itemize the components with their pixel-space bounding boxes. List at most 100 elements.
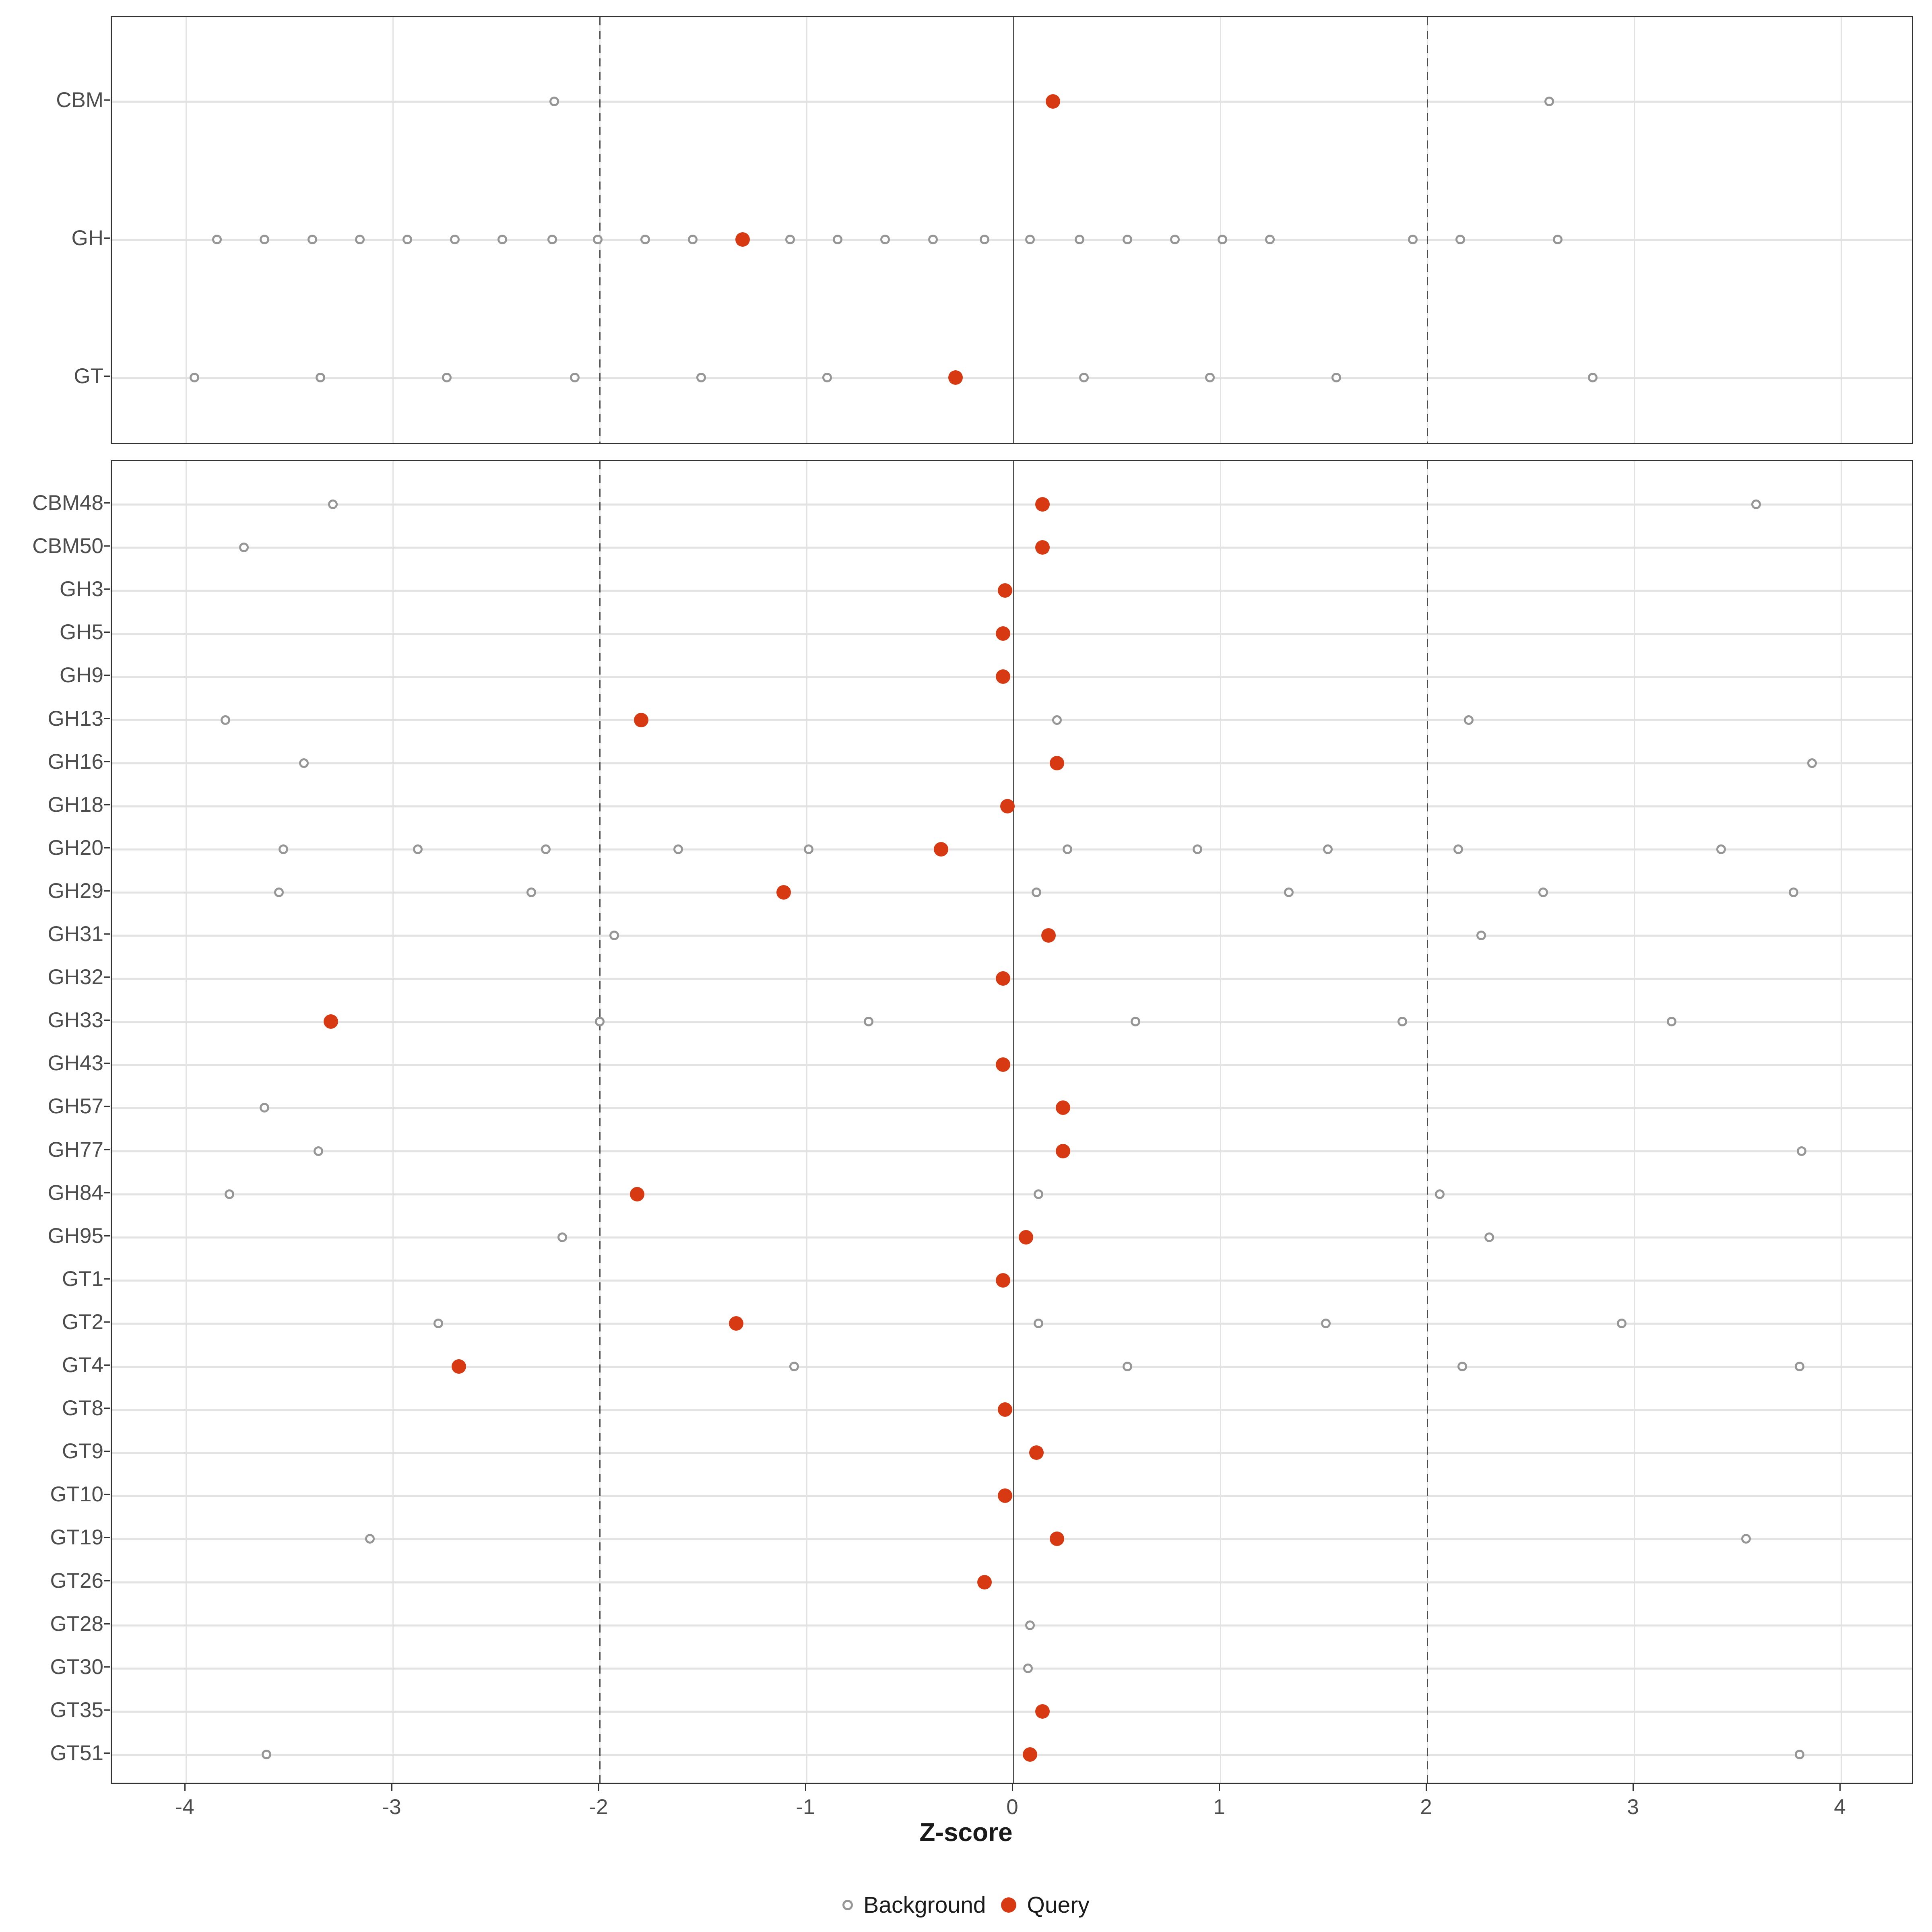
x-tick bbox=[184, 1784, 186, 1791]
gridline-vertical bbox=[806, 461, 807, 1783]
query-dot bbox=[452, 1359, 466, 1374]
x-tick-label: 0 bbox=[1006, 1795, 1018, 1819]
x-tick bbox=[598, 1784, 599, 1791]
y-tick bbox=[104, 1623, 110, 1624]
row-line bbox=[112, 547, 1912, 549]
legend-item-query: Query bbox=[1001, 1892, 1090, 1918]
background-dot bbox=[402, 235, 412, 244]
query-legend-icon bbox=[1001, 1897, 1017, 1913]
background-dot bbox=[688, 235, 698, 244]
y-axis-label: GT10 bbox=[50, 1482, 103, 1507]
gridline-vertical bbox=[1841, 461, 1842, 1783]
background-dot bbox=[880, 235, 890, 244]
y-tick bbox=[104, 1063, 110, 1064]
gridline-vertical bbox=[806, 17, 807, 443]
query-dot bbox=[1035, 1704, 1050, 1719]
query-dot bbox=[735, 232, 750, 247]
background-dot bbox=[1797, 1146, 1807, 1156]
background-dot bbox=[1453, 844, 1463, 854]
background-dot bbox=[1617, 1318, 1627, 1328]
background-dot bbox=[1397, 1017, 1408, 1027]
row-line bbox=[112, 1150, 1912, 1152]
gridline-vertical bbox=[1220, 461, 1221, 1783]
y-axis-label: GH84 bbox=[47, 1181, 103, 1205]
y-tick bbox=[104, 1278, 110, 1280]
y-tick bbox=[104, 376, 110, 377]
background-dot bbox=[442, 373, 452, 382]
background-dot bbox=[274, 887, 284, 897]
background-dot bbox=[928, 235, 938, 244]
background-dot bbox=[570, 373, 580, 382]
x-tick bbox=[1839, 1784, 1841, 1791]
y-axis-label: GT28 bbox=[50, 1612, 103, 1636]
legend: Background Query bbox=[0, 1892, 1932, 1918]
y-axis-label: GH16 bbox=[47, 749, 103, 774]
query-dot bbox=[1018, 1230, 1033, 1245]
reference-line-dashed bbox=[599, 17, 601, 443]
x-tick-label: 4 bbox=[1834, 1795, 1846, 1819]
background-dot bbox=[1131, 1017, 1141, 1027]
gridline-vertical bbox=[392, 17, 394, 443]
background-dot bbox=[1321, 1318, 1331, 1328]
background-dot bbox=[260, 235, 270, 244]
query-dot bbox=[977, 1575, 992, 1589]
background-dot bbox=[557, 1232, 568, 1242]
background-dot bbox=[1062, 844, 1072, 854]
row-line bbox=[112, 1624, 1912, 1627]
row-line bbox=[112, 1538, 1912, 1540]
background-dot bbox=[1463, 715, 1474, 725]
y-axis-label: GH43 bbox=[47, 1051, 103, 1075]
query-dot bbox=[1045, 94, 1060, 109]
background-dot bbox=[1538, 887, 1548, 897]
background-dot bbox=[980, 235, 990, 244]
background-dot bbox=[189, 373, 199, 382]
background-dot bbox=[262, 1749, 272, 1759]
legend-label-background: Background bbox=[863, 1892, 986, 1918]
y-tick bbox=[104, 1020, 110, 1021]
y-tick bbox=[104, 1408, 110, 1409]
background-dot bbox=[1265, 235, 1275, 244]
query-dot bbox=[1029, 1445, 1044, 1460]
y-tick bbox=[104, 804, 110, 805]
y-tick bbox=[104, 1149, 110, 1150]
x-tick bbox=[805, 1784, 806, 1791]
row-line bbox=[112, 1107, 1912, 1109]
row-line bbox=[112, 676, 1912, 678]
row-line bbox=[112, 504, 1912, 506]
row-line bbox=[112, 101, 1912, 103]
y-tick bbox=[104, 1537, 110, 1538]
y-axis-label: GH9 bbox=[60, 663, 103, 687]
row-line bbox=[112, 891, 1912, 894]
background-dot bbox=[595, 1017, 605, 1027]
background-dot bbox=[1331, 373, 1341, 382]
row-line bbox=[112, 1279, 1912, 1282]
query-dot bbox=[1056, 1144, 1071, 1158]
row-line bbox=[112, 762, 1912, 764]
background-dot bbox=[785, 235, 795, 244]
query-dot bbox=[729, 1316, 744, 1331]
row-line bbox=[112, 1236, 1912, 1238]
query-dot bbox=[996, 626, 1011, 641]
background-dot bbox=[1023, 1663, 1033, 1673]
background-dot bbox=[833, 235, 843, 244]
x-tick bbox=[1426, 1784, 1427, 1791]
gridline-vertical bbox=[392, 461, 394, 1783]
reference-line-solid bbox=[1013, 461, 1014, 1783]
y-axis-label: CBM48 bbox=[32, 491, 103, 515]
background-dot bbox=[328, 500, 338, 509]
background-dot bbox=[1544, 97, 1554, 106]
gridline-vertical bbox=[186, 461, 187, 1783]
background-dot bbox=[1025, 1620, 1035, 1630]
background-dot bbox=[549, 97, 559, 106]
row-line bbox=[112, 377, 1912, 379]
y-axis-label: GH3 bbox=[60, 577, 103, 601]
gridline-vertical bbox=[1634, 461, 1635, 1783]
y-axis-label: GH77 bbox=[47, 1137, 103, 1162]
query-dot bbox=[776, 885, 791, 900]
background-dot bbox=[1435, 1189, 1445, 1199]
y-tick bbox=[104, 718, 110, 719]
x-tick-label: -4 bbox=[175, 1795, 194, 1819]
gridline-vertical bbox=[186, 17, 187, 443]
y-tick bbox=[104, 933, 110, 935]
